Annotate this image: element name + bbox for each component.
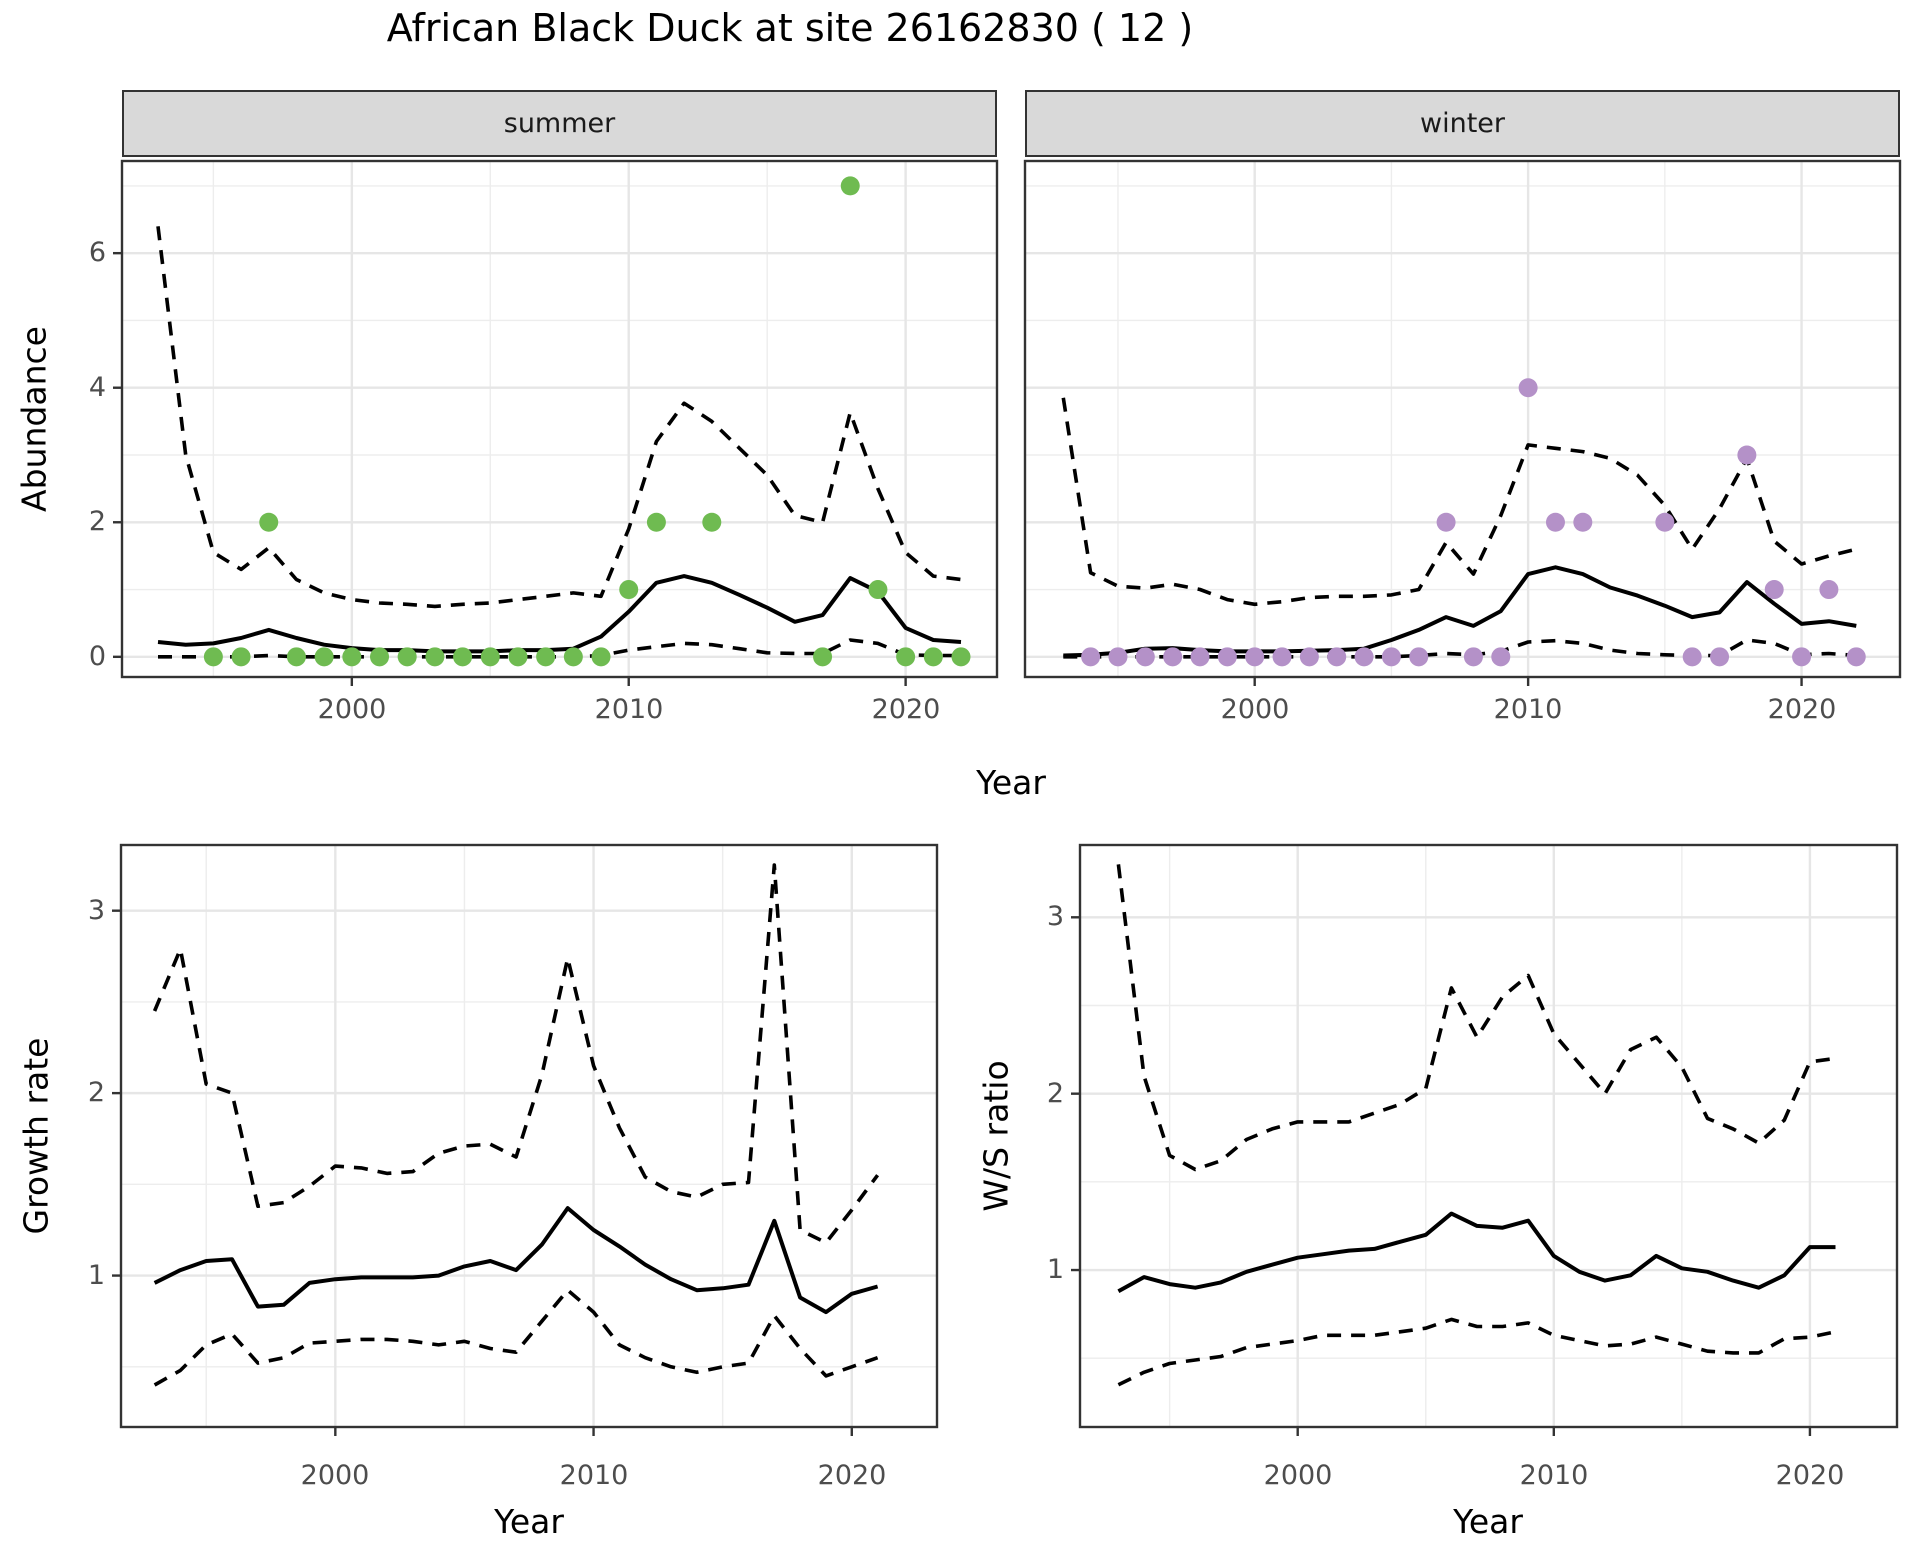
observation-point: [1764, 580, 1784, 600]
observation-point: [563, 647, 583, 667]
observation-point: [1163, 647, 1183, 667]
observation-point: [1245, 647, 1265, 667]
observation-point: [1081, 647, 1101, 667]
upper_ci-line: [1116, 864, 1836, 1172]
mean-line: [153, 1206, 879, 1315]
lower_ci-line: [153, 1288, 879, 1387]
x-tick-label-2020: 2020: [817, 1460, 887, 1491]
observation-point: [1409, 647, 1429, 667]
y-axis-title-abundance: Abundance: [14, 326, 54, 512]
observation-point: [1819, 580, 1839, 600]
observation-point: [923, 647, 943, 667]
observation-point: [868, 580, 888, 600]
facet-strip-summer: summer: [122, 90, 997, 157]
observation-point: [1737, 445, 1757, 465]
panel-border-ws-ratio: [1078, 843, 1899, 1429]
observation-point: [1463, 647, 1483, 667]
observation-point: [1792, 647, 1812, 667]
panel-border-growth-rate: [119, 843, 939, 1429]
observation-point: [1846, 647, 1866, 667]
y-tick-label-6: 6: [88, 237, 106, 268]
observation-point: [1710, 647, 1730, 667]
facet-strip-summer-label: summer: [503, 108, 616, 139]
observation-point: [453, 647, 473, 667]
observation-point: [1135, 647, 1155, 667]
panel-border-abundance-winter: [1023, 159, 1902, 679]
observation-point: [231, 647, 251, 667]
facet-strip-winter-label: winter: [1420, 108, 1505, 139]
observation-point: [646, 512, 666, 532]
observation-point: [1682, 647, 1702, 667]
observation-point: [1108, 647, 1128, 667]
observation-point: [1655, 512, 1675, 532]
y-tick-label-1: 1: [87, 1260, 105, 1291]
x-axis-title-growth-rate: Year: [494, 1502, 564, 1541]
mean-line: [157, 574, 962, 654]
observation-point: [370, 647, 390, 667]
observation-point: [342, 647, 362, 667]
x-tick-label-2000: 2000: [1263, 1460, 1333, 1491]
observation-point: [1436, 512, 1456, 532]
observation-point: [896, 647, 916, 667]
observation-point: [619, 580, 639, 600]
x-tick-label-2020: 2020: [1767, 694, 1837, 725]
observation-point: [951, 647, 971, 667]
observation-point: [480, 647, 500, 667]
observation-point: [1327, 647, 1347, 667]
panel-border-abundance-summer: [120, 159, 999, 679]
x-tick-label-2000: 2000: [317, 694, 387, 725]
x-tick-label-2020: 2020: [1775, 1460, 1845, 1491]
observation-point: [536, 647, 556, 667]
x-tick-label-2010: 2010: [559, 1460, 629, 1491]
lower_ci-line: [1117, 1317, 1836, 1387]
observation-point: [813, 647, 833, 667]
x-tick-label-2010: 2010: [1493, 694, 1563, 725]
figure-title: African Black Duck at site 26162830 ( 12…: [386, 6, 1194, 50]
observation-point: [286, 647, 306, 667]
observation-point: [591, 647, 611, 667]
observation-point: [1217, 647, 1237, 667]
y-tick-label-2: 2: [1046, 1078, 1064, 1109]
upper_ci-line: [156, 226, 962, 609]
observation-point: [1491, 647, 1511, 667]
observation-point: [1573, 512, 1593, 532]
observation-point: [259, 512, 279, 532]
mean-line: [1063, 565, 1857, 658]
upper_ci-line: [152, 863, 880, 1245]
observation-point: [508, 647, 528, 667]
x-tick-label-2010: 2010: [594, 694, 664, 725]
x-tick-label-2000: 2000: [1220, 694, 1290, 725]
observation-point: [397, 647, 417, 667]
observation-point: [314, 647, 334, 667]
y-tick-label-2: 2: [88, 506, 106, 537]
observation-point: [425, 647, 445, 667]
y-tick-label-2: 2: [87, 1077, 105, 1108]
y-tick-label-0: 0: [88, 641, 106, 672]
y-tick-label-1: 1: [1046, 1254, 1064, 1285]
x-tick-label-2000: 2000: [300, 1460, 370, 1491]
facet-strip-winter: winter: [1025, 90, 1900, 157]
observation-point: [1190, 647, 1210, 667]
observation-point: [1545, 512, 1565, 532]
x-tick-label-2010: 2010: [1519, 1460, 1589, 1491]
observation-point: [1299, 647, 1319, 667]
observation-point: [1381, 647, 1401, 667]
y-tick-label-3: 3: [87, 895, 105, 926]
observation-point: [702, 512, 722, 532]
observation-point: [1272, 647, 1292, 667]
observation-point: [1354, 647, 1374, 667]
y-axis-title-growth-rate: Growth rate: [16, 1037, 56, 1235]
mean-line: [1117, 1211, 1836, 1293]
x-tick-label-2020: 2020: [871, 694, 941, 725]
x-axis-title-top: Year: [976, 763, 1046, 802]
upper_ci-line: [1061, 397, 1857, 607]
observation-point: [1518, 378, 1538, 398]
x-axis-title-ws-ratio: Year: [1453, 1502, 1523, 1541]
y-tick-label-3: 3: [1046, 901, 1064, 932]
observation-point: [840, 176, 860, 196]
observation-point: [203, 647, 223, 667]
y-tick-label-4: 4: [88, 372, 106, 403]
